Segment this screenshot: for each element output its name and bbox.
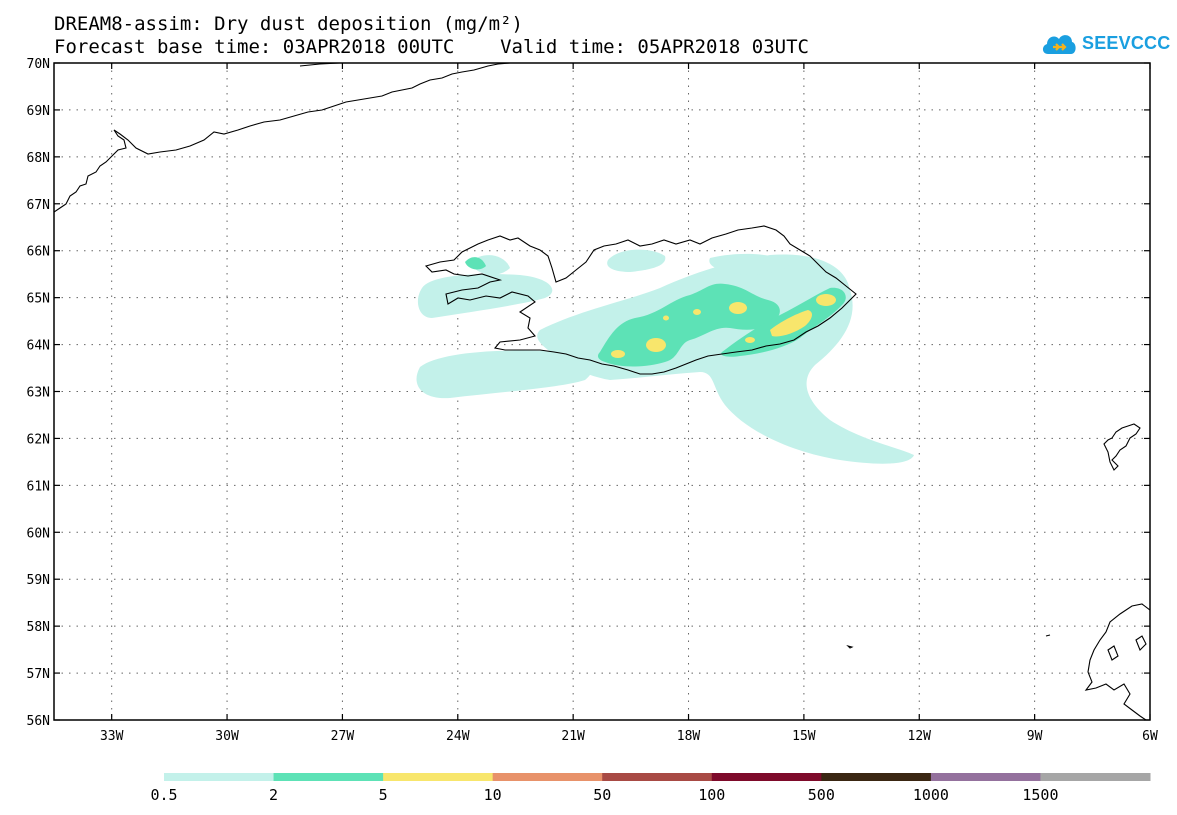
- lat-label: 59N: [27, 573, 50, 588]
- colorbar-label: 0.5: [150, 786, 177, 804]
- lat-label: 62N: [27, 432, 50, 447]
- lon-label: 33W: [100, 729, 124, 744]
- lat-label: 70N: [27, 57, 50, 72]
- colorbar-label: 50: [593, 786, 611, 804]
- lat-label: 67N: [27, 198, 50, 213]
- colorbar-label: 5: [379, 786, 388, 804]
- lon-label: 12W: [908, 729, 932, 744]
- colorbar-label: 100: [698, 786, 725, 804]
- lon-label: 27W: [331, 729, 355, 744]
- lat-label: 68N: [27, 151, 50, 166]
- colorbar-swatch: [821, 773, 932, 781]
- lat-label: 63N: [27, 386, 50, 401]
- lat-label: 69N: [27, 104, 50, 119]
- colorbar-label: 1500: [1022, 786, 1058, 804]
- lat-label: 60N: [27, 526, 50, 541]
- longitude-axis: 33W 30W 27W 24W 21W 18W 15W 12W 9W 6W: [100, 63, 1158, 744]
- lat-label: 58N: [27, 620, 50, 635]
- lat-label: 61N: [27, 479, 50, 494]
- colorbar-swatch: [164, 773, 275, 781]
- cloud-icon: [1042, 35, 1076, 54]
- colorbar-swatch: [602, 773, 713, 781]
- lat-label: 64N: [27, 339, 50, 354]
- colorbar-swatch: [711, 773, 822, 781]
- lon-label: 24W: [446, 729, 470, 744]
- map-title: DREAM8-assim: Dry dust deposition (mg/m²…: [54, 13, 523, 35]
- coastlines: [54, 63, 1150, 720]
- colorbar-label: 2: [269, 786, 278, 804]
- lon-label: 9W: [1027, 729, 1043, 744]
- greenland-coastline: [54, 63, 511, 213]
- shetland-coastline: [1103, 423, 1141, 471]
- colorbar-swatch: [383, 773, 494, 781]
- faroe-islands: [846, 644, 854, 649]
- lat-label: 65N: [27, 292, 50, 307]
- lat-label: 66N: [27, 245, 50, 260]
- map-grid: [54, 63, 1150, 720]
- lon-label: 30W: [215, 729, 239, 744]
- colorbar-swatch: [1040, 773, 1151, 781]
- colorbar-label: 1000: [913, 786, 949, 804]
- lon-label: 18W: [677, 729, 701, 744]
- logo-text: SEEVCCC: [1082, 32, 1171, 53]
- lat-label: 57N: [27, 667, 50, 682]
- lon-label: 21W: [561, 729, 585, 744]
- deposition-level-5: [611, 294, 836, 358]
- seevccc-logo: SEEVCCC: [1040, 28, 1170, 58]
- colorbar-swatch: [930, 773, 1041, 781]
- colorbar-label: 500: [808, 786, 835, 804]
- lon-label: 15W: [792, 729, 816, 744]
- lat-label: 56N: [27, 714, 50, 729]
- iceland-coastline: [424, 225, 857, 375]
- forecast-times: Forecast base time: 03APR2018 00UTC Vali…: [54, 36, 809, 58]
- latitude-axis: 56N 57N 58N 59N 60N 61N 62N 63N 64N 65N 66N 67N 68N 6…: [27, 57, 1150, 729]
- colorbar-swatch: [273, 773, 384, 781]
- colorbar: 0.5 2 5 10 50 100 500 1000 1500: [150, 773, 1151, 804]
- colorbar-label: 10: [484, 786, 502, 804]
- lon-label: 6W: [1142, 729, 1158, 744]
- colorbar-swatch: [492, 773, 603, 781]
- scotland-coastline: [1084, 603, 1150, 720]
- dust-deposition-field: [416, 249, 914, 464]
